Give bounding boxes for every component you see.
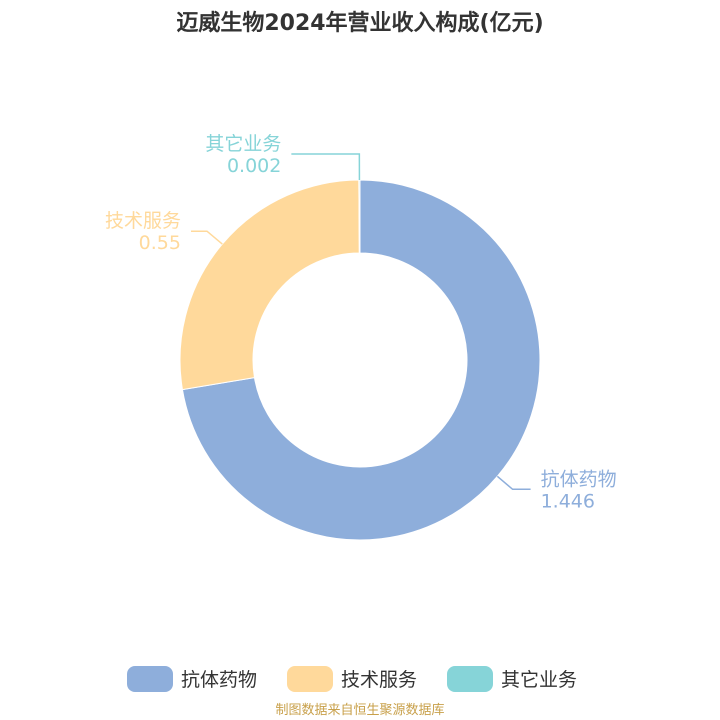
- legend-label: 其它业务: [501, 669, 577, 691]
- chart-title: 迈威生物2024年营业收入构成(亿元): [176, 10, 543, 36]
- legend-item[interactable]: 其它业务: [447, 666, 577, 692]
- legend-item[interactable]: 抗体药物: [127, 666, 257, 692]
- source-note: 制图数据来自恒生聚源数据库: [275, 702, 444, 718]
- legend-label: 技术服务: [341, 669, 417, 691]
- slice-series-1[interactable]: [179, 179, 360, 391]
- slice-label-value: 1.446: [541, 490, 595, 512]
- slice-label-name: 技术服务: [105, 210, 181, 232]
- slice-series-0[interactable]: [181, 179, 541, 541]
- legend-swatch: [127, 666, 173, 692]
- legend: 抗体药物 技术服务 其它业务: [127, 666, 577, 692]
- slice-label-name: 抗体药物: [541, 468, 617, 490]
- leader-line-series-2: [291, 153, 361, 181]
- slice-label-value: 0.002: [227, 155, 281, 177]
- legend-swatch: [447, 666, 493, 692]
- leader-line-series-0: [496, 475, 531, 491]
- leader-line-series-1: [190, 230, 223, 245]
- legend-label: 抗体药物: [181, 669, 257, 691]
- legend-swatch: [287, 666, 333, 692]
- slice-label-name: 其它业务: [205, 133, 281, 155]
- legend-item[interactable]: 技术服务: [287, 666, 417, 692]
- slice-series-2[interactable]: [358, 179, 361, 254]
- donut-slices: [179, 179, 541, 541]
- slice-label-value: 0.55: [139, 232, 181, 254]
